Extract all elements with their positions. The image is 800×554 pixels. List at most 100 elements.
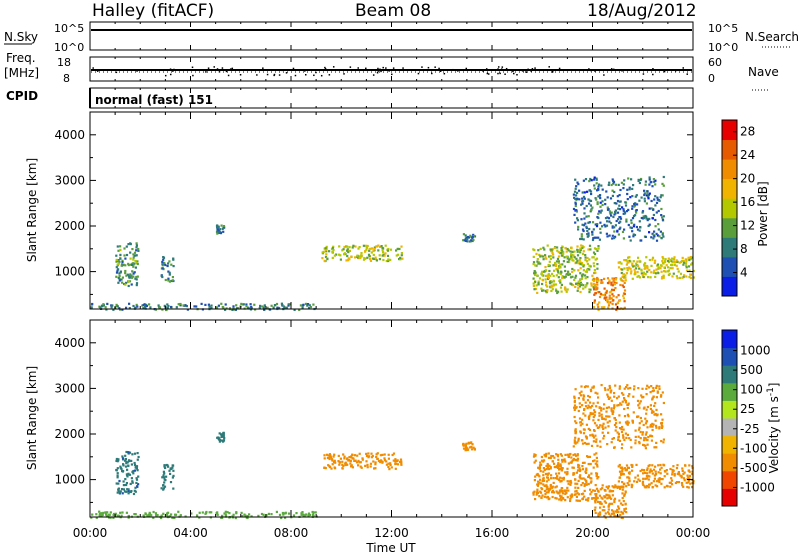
data-cell bbox=[630, 486, 633, 489]
data-cell bbox=[628, 477, 631, 480]
data-cell bbox=[636, 260, 639, 263]
data-cell bbox=[582, 287, 585, 290]
data-cell bbox=[631, 277, 634, 280]
data-cell bbox=[611, 293, 614, 296]
data-cell bbox=[629, 196, 632, 199]
data-cell bbox=[137, 483, 140, 486]
data-cell bbox=[657, 471, 660, 474]
data-cell bbox=[636, 203, 639, 206]
data-cell bbox=[234, 517, 237, 520]
data-cell bbox=[627, 483, 630, 486]
data-cell bbox=[621, 488, 624, 491]
data-cell bbox=[542, 258, 545, 261]
data-cell bbox=[593, 265, 596, 268]
data-cell bbox=[569, 497, 572, 500]
data-cell bbox=[635, 225, 638, 229]
data-cell bbox=[598, 238, 601, 241]
data-cell bbox=[573, 396, 576, 399]
cpid-mode-text: normal (fast) 151 bbox=[95, 93, 213, 107]
data-cell bbox=[535, 284, 538, 287]
data-cell bbox=[548, 255, 551, 258]
data-cell bbox=[613, 226, 616, 229]
data-cell bbox=[652, 395, 655, 398]
data-cell bbox=[578, 258, 581, 262]
data-cell bbox=[651, 398, 654, 401]
data-cell bbox=[599, 197, 602, 200]
data-cell bbox=[118, 491, 121, 494]
data-cell bbox=[651, 472, 654, 475]
data-cell bbox=[637, 179, 640, 182]
data-cell bbox=[645, 202, 648, 205]
data-cell bbox=[400, 463, 403, 466]
data-cell bbox=[656, 198, 659, 201]
data-cell bbox=[231, 308, 234, 311]
data-cell bbox=[613, 515, 616, 518]
freq-noise-dot bbox=[452, 68, 454, 71]
data-cell bbox=[332, 455, 335, 458]
data-cell bbox=[312, 511, 315, 514]
data-cell bbox=[387, 259, 390, 263]
data-cell bbox=[656, 390, 659, 393]
data-cell bbox=[688, 258, 691, 262]
data-cell bbox=[470, 441, 473, 444]
freq-noise-dot bbox=[239, 74, 242, 76]
data-cell bbox=[583, 212, 586, 215]
nave-label: Nave bbox=[748, 65, 779, 79]
data-cell bbox=[652, 178, 655, 181]
data-cell bbox=[582, 250, 585, 253]
data-cell bbox=[539, 470, 542, 473]
data-cell bbox=[607, 388, 610, 391]
freq-noise-dot bbox=[402, 67, 404, 69]
data-cell bbox=[624, 469, 627, 472]
data-cell bbox=[657, 267, 660, 270]
data-cell bbox=[643, 192, 646, 195]
data-cell bbox=[576, 197, 579, 200]
freq-noise-dot bbox=[262, 67, 264, 69]
data-cell bbox=[599, 445, 602, 448]
data-cell bbox=[621, 284, 624, 287]
y-tick-label: 3000 bbox=[54, 381, 85, 395]
data-cell bbox=[618, 387, 621, 390]
data-cell bbox=[590, 472, 593, 475]
data-cell bbox=[550, 285, 553, 288]
data-cell bbox=[642, 215, 645, 218]
nsky-panel: N.Sky 10^5 10^0 10^5 10^0 N.Search bbox=[4, 21, 799, 54]
data-cell bbox=[628, 471, 631, 474]
data-cell bbox=[132, 304, 135, 308]
data-cell bbox=[593, 301, 596, 304]
data-cell bbox=[561, 460, 564, 463]
data-cell bbox=[661, 418, 664, 421]
data-cell bbox=[541, 270, 544, 273]
data-cell bbox=[554, 283, 558, 286]
freq-noise-dot bbox=[273, 74, 275, 77]
data-cell bbox=[118, 479, 121, 483]
data-cell bbox=[581, 461, 585, 464]
data-cell bbox=[597, 236, 600, 239]
data-cell bbox=[132, 253, 135, 256]
data-cell bbox=[116, 263, 119, 266]
data-cell bbox=[680, 482, 684, 485]
data-cell bbox=[557, 472, 561, 475]
data-cell bbox=[655, 384, 658, 387]
data-cell bbox=[646, 443, 649, 446]
data-cell bbox=[540, 482, 543, 485]
data-cell bbox=[125, 473, 128, 476]
data-cell bbox=[127, 280, 130, 283]
data-cell bbox=[128, 280, 132, 283]
data-cell bbox=[671, 257, 674, 260]
data-cell bbox=[559, 463, 562, 466]
data-cell bbox=[643, 263, 646, 266]
data-cell bbox=[221, 515, 224, 518]
data-cell bbox=[617, 505, 620, 508]
data-cell bbox=[389, 248, 393, 251]
data-cell bbox=[365, 452, 368, 455]
data-cell bbox=[177, 510, 180, 513]
data-cell bbox=[660, 421, 664, 425]
freq-noise-dot bbox=[503, 69, 506, 71]
data-cell bbox=[597, 188, 600, 191]
data-cell bbox=[639, 178, 642, 182]
data-cell bbox=[640, 239, 643, 242]
data-cell bbox=[381, 249, 384, 252]
data-cell bbox=[171, 279, 174, 282]
data-cell bbox=[372, 253, 375, 256]
